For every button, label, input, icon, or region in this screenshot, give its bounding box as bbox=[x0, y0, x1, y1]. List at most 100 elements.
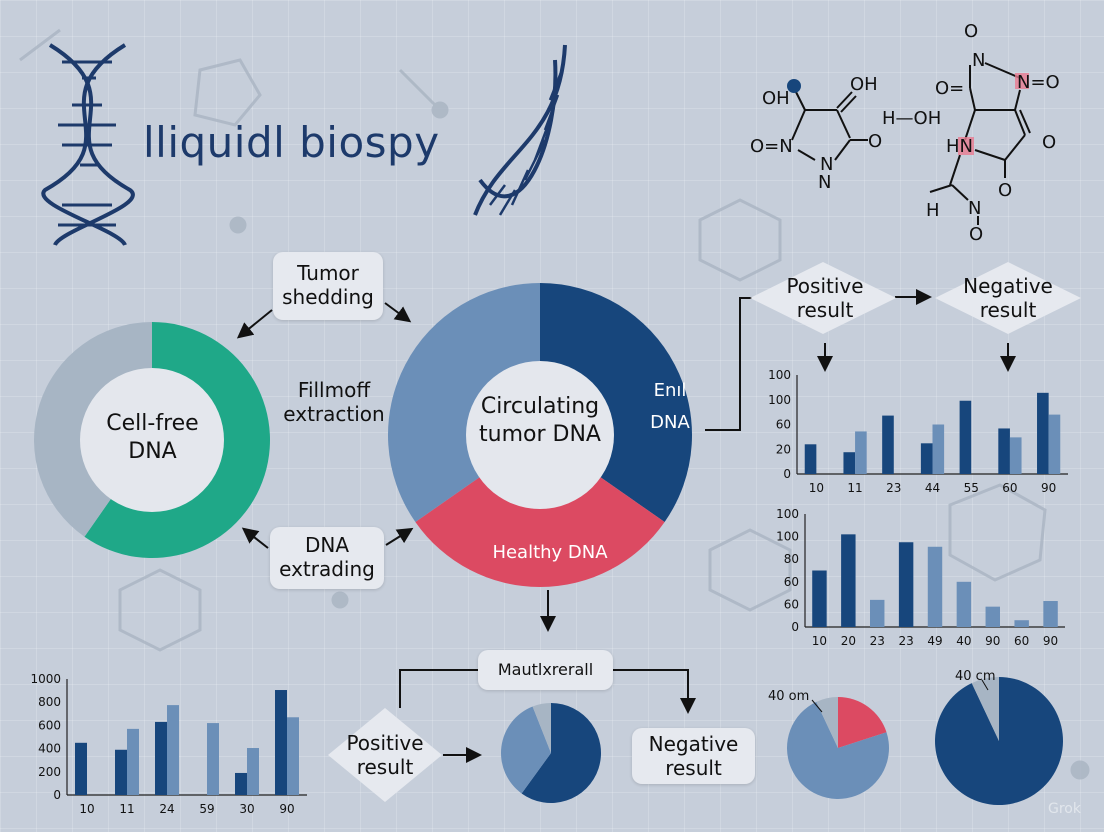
pie-slice bbox=[500, 706, 551, 794]
pie-slice bbox=[787, 701, 889, 799]
y-tick-label: 20 bbox=[776, 442, 791, 456]
bar bbox=[841, 534, 856, 627]
bar bbox=[287, 717, 299, 795]
svg-text:O: O bbox=[969, 224, 983, 245]
y-tick-label: 0 bbox=[783, 467, 791, 481]
flow-arrows bbox=[236, 289, 1016, 763]
x-tick-label: 24 bbox=[159, 802, 174, 816]
bar bbox=[959, 400, 972, 474]
y-tick-label: 100 bbox=[776, 530, 799, 544]
positive-result-top-label: Positive result bbox=[786, 274, 864, 322]
y-tick-label: 100 bbox=[768, 393, 791, 407]
pie-label-2: 40 cm bbox=[955, 669, 996, 684]
bar bbox=[1009, 437, 1022, 474]
bar bbox=[927, 546, 943, 627]
negative-result-top-label: Negative result bbox=[963, 274, 1053, 322]
y-tick-label: 200 bbox=[38, 765, 61, 779]
y-tick-label: 600 bbox=[38, 718, 61, 732]
x-tick-label: 11 bbox=[847, 481, 862, 495]
positive-result-diamond-top bbox=[750, 262, 896, 334]
bar bbox=[843, 452, 856, 474]
pie-slice bbox=[388, 283, 540, 523]
x-tick-label: 90 bbox=[1043, 634, 1058, 648]
svg-text:H—OH: H—OH bbox=[882, 108, 941, 129]
bar bbox=[115, 749, 127, 795]
x-tick-label: 10 bbox=[79, 802, 94, 816]
dna-helix-icon-left bbox=[41, 43, 135, 247]
y-tick-label: 80 bbox=[784, 552, 799, 566]
svg-text:N: N bbox=[968, 198, 981, 219]
pie-label-leader bbox=[981, 679, 989, 691]
pie-slice bbox=[415, 435, 665, 587]
bar bbox=[1048, 414, 1061, 474]
x-tick-label: 23 bbox=[886, 481, 901, 495]
dna-extrading-label: DNA extrading bbox=[270, 527, 384, 589]
molecule-structure-right bbox=[929, 62, 1031, 225]
x-tick-label: 23 bbox=[898, 634, 913, 648]
bar-chart-bottom-left: 0 200 400 600 800 1000 10 11 24 59 30 90 bbox=[30, 672, 307, 816]
x-tick-label: 11 bbox=[119, 802, 134, 816]
circulating-tumor-dna-label: Circulating tumor DNA bbox=[479, 394, 601, 447]
bar bbox=[898, 542, 914, 627]
svg-text:O=: O= bbox=[935, 78, 964, 99]
x-tick-label: 60 bbox=[1002, 481, 1017, 495]
svg-text:N: N bbox=[820, 154, 833, 175]
x-tick-label: 59 bbox=[199, 802, 214, 816]
x-tick-label: 23 bbox=[870, 634, 885, 648]
bar bbox=[932, 424, 945, 474]
svg-text:O: O bbox=[1042, 132, 1056, 153]
svg-text:N: N bbox=[972, 50, 985, 71]
atom-highlight-red bbox=[1015, 73, 1029, 89]
pie-label-1: 40 om bbox=[768, 689, 809, 704]
background-molecule-icons bbox=[19, 28, 1090, 780]
bar bbox=[155, 721, 167, 795]
y-tick-label: 800 bbox=[38, 695, 61, 709]
pie-slice bbox=[971, 677, 999, 741]
fillmoff-extraction-label: Fillmoff extraction bbox=[283, 378, 385, 426]
mautlxrerall-label: Mautlxrerall bbox=[478, 650, 613, 690]
x-tick-label: 44 bbox=[925, 481, 940, 495]
y-tick-label: 100 bbox=[768, 368, 791, 382]
bar-chart-top-right: 0 20 60 100 100 10 11 23 44 55 60 90 bbox=[768, 368, 1068, 495]
circulating-tumor-dna-donut bbox=[388, 283, 692, 587]
y-tick-label: 0 bbox=[791, 620, 799, 634]
negative-result-diamond-top bbox=[935, 262, 1081, 334]
svg-text:H: H bbox=[926, 200, 940, 221]
x-tick-label: 90 bbox=[985, 634, 1000, 648]
grok-watermark: Grok bbox=[1048, 801, 1082, 817]
y-tick-label: 0 bbox=[53, 788, 61, 802]
pie-slice bbox=[816, 697, 838, 748]
svg-text:OH: OH bbox=[850, 74, 878, 95]
x-tick-label: 30 bbox=[239, 802, 254, 816]
x-tick-label: 90 bbox=[1041, 481, 1056, 495]
bar bbox=[127, 728, 139, 795]
page-title: lliquidl biospy bbox=[143, 118, 440, 167]
x-tick-label: 10 bbox=[812, 634, 827, 648]
x-tick-label: 90 bbox=[279, 802, 294, 816]
circulating-tumor-dna-center bbox=[466, 361, 614, 509]
pie-chart-bottom-center bbox=[500, 703, 601, 803]
svg-text:N=O: N=O bbox=[1017, 72, 1060, 93]
svg-text:O: O bbox=[868, 131, 882, 152]
svg-text:N: N bbox=[818, 172, 831, 193]
pie-slice bbox=[532, 703, 551, 753]
bar-chart-middle-right: 0 60 60 80 100 100 10 20 23 23 49 40 90 60 90 bbox=[776, 507, 1065, 648]
x-tick-label: 20 bbox=[841, 634, 856, 648]
bar bbox=[247, 748, 259, 795]
svg-text:O: O bbox=[964, 21, 978, 42]
y-tick-label: 400 bbox=[38, 742, 61, 756]
x-tick-label: 49 bbox=[927, 634, 942, 648]
bar bbox=[855, 431, 867, 474]
dna-helix-icon-center bbox=[473, 44, 567, 216]
bar bbox=[998, 428, 1010, 474]
y-tick-label: 60 bbox=[776, 418, 791, 432]
bar bbox=[804, 444, 817, 474]
svg-text:O=N: O=N bbox=[750, 136, 793, 157]
bar bbox=[985, 606, 1000, 627]
healthy-dna-label: Healthy DNA bbox=[492, 542, 608, 563]
bar bbox=[812, 570, 827, 627]
x-tick-label: 40 bbox=[956, 634, 971, 648]
y-tick-label: 60 bbox=[784, 597, 799, 611]
positive-result-diamond-bottom bbox=[328, 708, 442, 802]
bar bbox=[75, 742, 87, 795]
